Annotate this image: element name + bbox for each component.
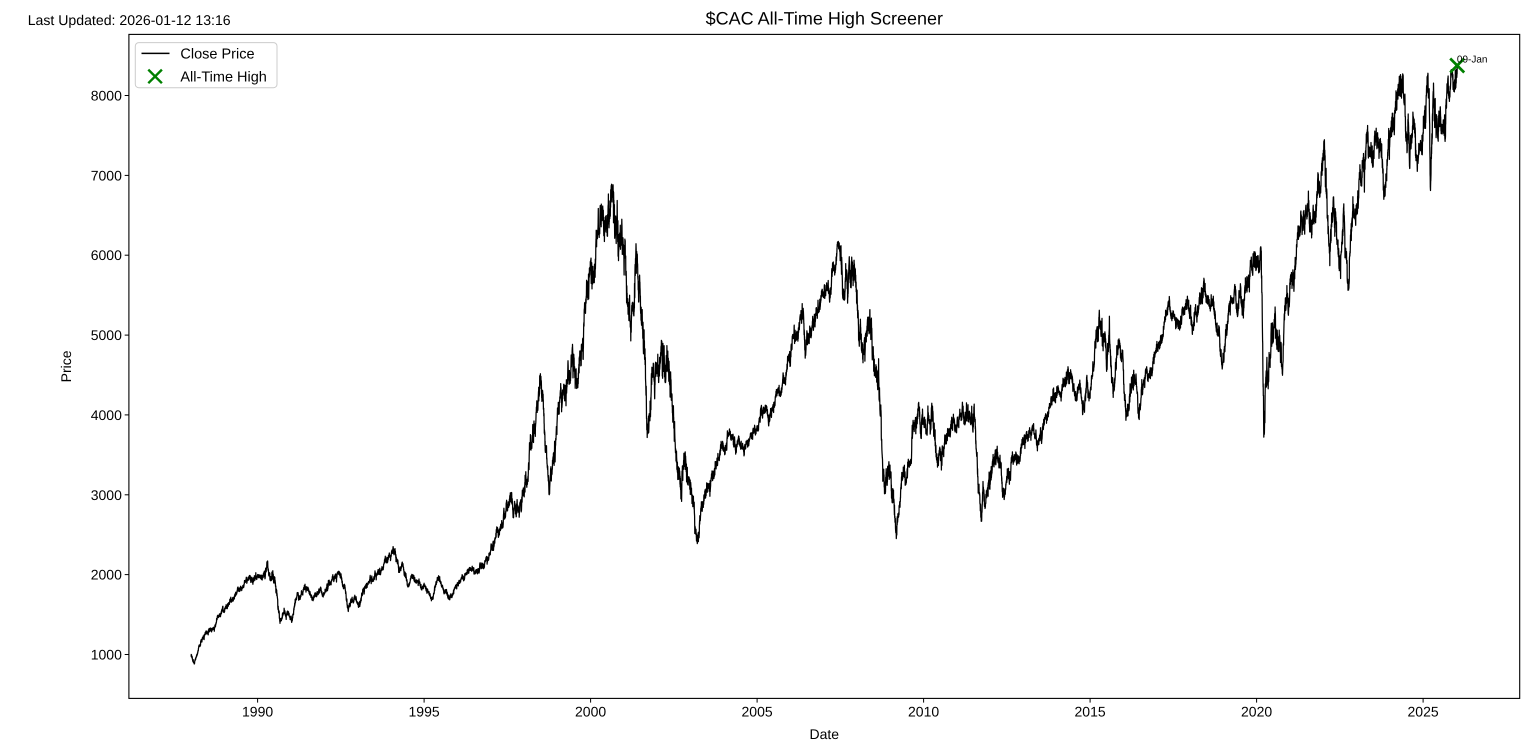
svg-text:Date: Date <box>810 726 840 742</box>
svg-text:2020: 2020 <box>1241 704 1272 720</box>
svg-text:2010: 2010 <box>908 704 939 720</box>
svg-text:2000: 2000 <box>575 704 606 720</box>
svg-text:$CAC All-Time High Screener: $CAC All-Time High Screener <box>706 8 943 28</box>
svg-text:All-Time High: All-Time High <box>180 69 266 85</box>
svg-text:2015: 2015 <box>1075 704 1106 720</box>
svg-text:2000: 2000 <box>91 567 122 583</box>
svg-text:1000: 1000 <box>91 647 122 663</box>
svg-text:4000: 4000 <box>91 407 122 423</box>
svg-text:1995: 1995 <box>409 704 440 720</box>
svg-text:5000: 5000 <box>91 327 122 343</box>
svg-text:Price: Price <box>58 350 74 382</box>
svg-text:09-Jan: 09-Jan <box>1457 55 1488 66</box>
svg-text:3000: 3000 <box>91 487 122 503</box>
svg-text:Close Price: Close Price <box>180 46 254 62</box>
svg-text:8000: 8000 <box>91 88 122 104</box>
svg-text:2005: 2005 <box>742 704 773 720</box>
svg-text:Last Updated: 2026-01-12 13:16: Last Updated: 2026-01-12 13:16 <box>28 12 231 28</box>
svg-text:7000: 7000 <box>91 167 122 183</box>
svg-text:2025: 2025 <box>1408 704 1439 720</box>
svg-text:6000: 6000 <box>91 247 122 263</box>
svg-text:1990: 1990 <box>242 704 273 720</box>
